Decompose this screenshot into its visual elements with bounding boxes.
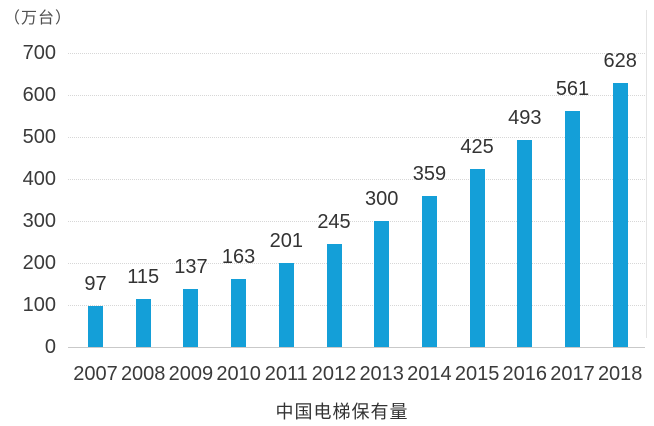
x-tick-label-2011: 2011 [264, 363, 308, 385]
bar-value-label-2017: 561 [555, 78, 590, 101]
x-tick-label-2008: 2008 [120, 363, 166, 385]
gridline-0 [68, 347, 645, 348]
bar-2010 [231, 278, 247, 347]
bar-2015 [469, 168, 485, 347]
bar-2008 [135, 298, 151, 347]
x-tick-label-2017: 2017 [550, 363, 595, 385]
gridline-400 [68, 179, 645, 180]
bar-value-label-2013: 300 [365, 188, 399, 210]
y-tick-label-0: 0 [44, 336, 56, 358]
gridline-300 [68, 221, 645, 222]
x-tick-label-2010: 2010 [216, 363, 261, 385]
gridline-500 [68, 137, 645, 138]
x-tick-label-2014: 2014 [407, 363, 452, 385]
y-tick-label-700: 700 [22, 42, 56, 64]
bar-value-label-2010: 163 [221, 245, 256, 268]
x-tick-label-2009: 2009 [168, 363, 214, 385]
bar-2018 [612, 83, 628, 347]
bar-2014 [421, 196, 437, 347]
bar-2011 [278, 262, 294, 347]
gridline-700 [68, 53, 645, 54]
bar-value-label-2015: 425 [460, 135, 494, 158]
gridline-600 [68, 95, 645, 96]
y-tick-label-500: 500 [22, 126, 56, 148]
bar-value-label-2014: 359 [412, 163, 447, 186]
bar-2007 [88, 306, 103, 347]
y-tick-label-200: 200 [22, 252, 56, 274]
x-tick-label-2015: 2015 [454, 363, 500, 385]
y-tick-label-100: 100 [22, 294, 56, 316]
y-tick-label-300: 300 [22, 210, 56, 232]
gridline-200 [68, 263, 645, 264]
x-tick-label-2013: 2013 [359, 363, 404, 385]
bar-2017 [565, 111, 580, 347]
chart-title: 中国电梯保有量 [275, 402, 409, 422]
y-tick-label-400: 400 [22, 168, 56, 190]
bar-2016 [517, 139, 533, 347]
page-edge-divider [646, 10, 647, 338]
x-tick-label-2012: 2012 [311, 363, 357, 385]
bar-2012 [326, 244, 342, 347]
bar-value-label-2018: 628 [603, 50, 637, 73]
bar-value-label-2012: 245 [317, 211, 351, 234]
bar-value-label-2008: 115 [127, 265, 160, 288]
x-tick-label-2007: 2007 [73, 363, 118, 385]
x-tick-label-2016: 2016 [502, 363, 548, 385]
bar-2009 [183, 289, 199, 347]
y-tick-label-600: 600 [22, 84, 56, 106]
bar-value-label-2009: 137 [174, 256, 208, 279]
bar-value-label-2016: 493 [508, 106, 542, 129]
y-axis-unit-label: （万台） [4, 10, 73, 27]
bar-value-label-2007: 97 [84, 273, 107, 296]
bar-2013 [374, 221, 390, 347]
x-tick-label-2018: 2018 [597, 363, 643, 385]
gridline-100 [68, 305, 645, 306]
bar-value-label-2011: 201 [269, 229, 303, 252]
